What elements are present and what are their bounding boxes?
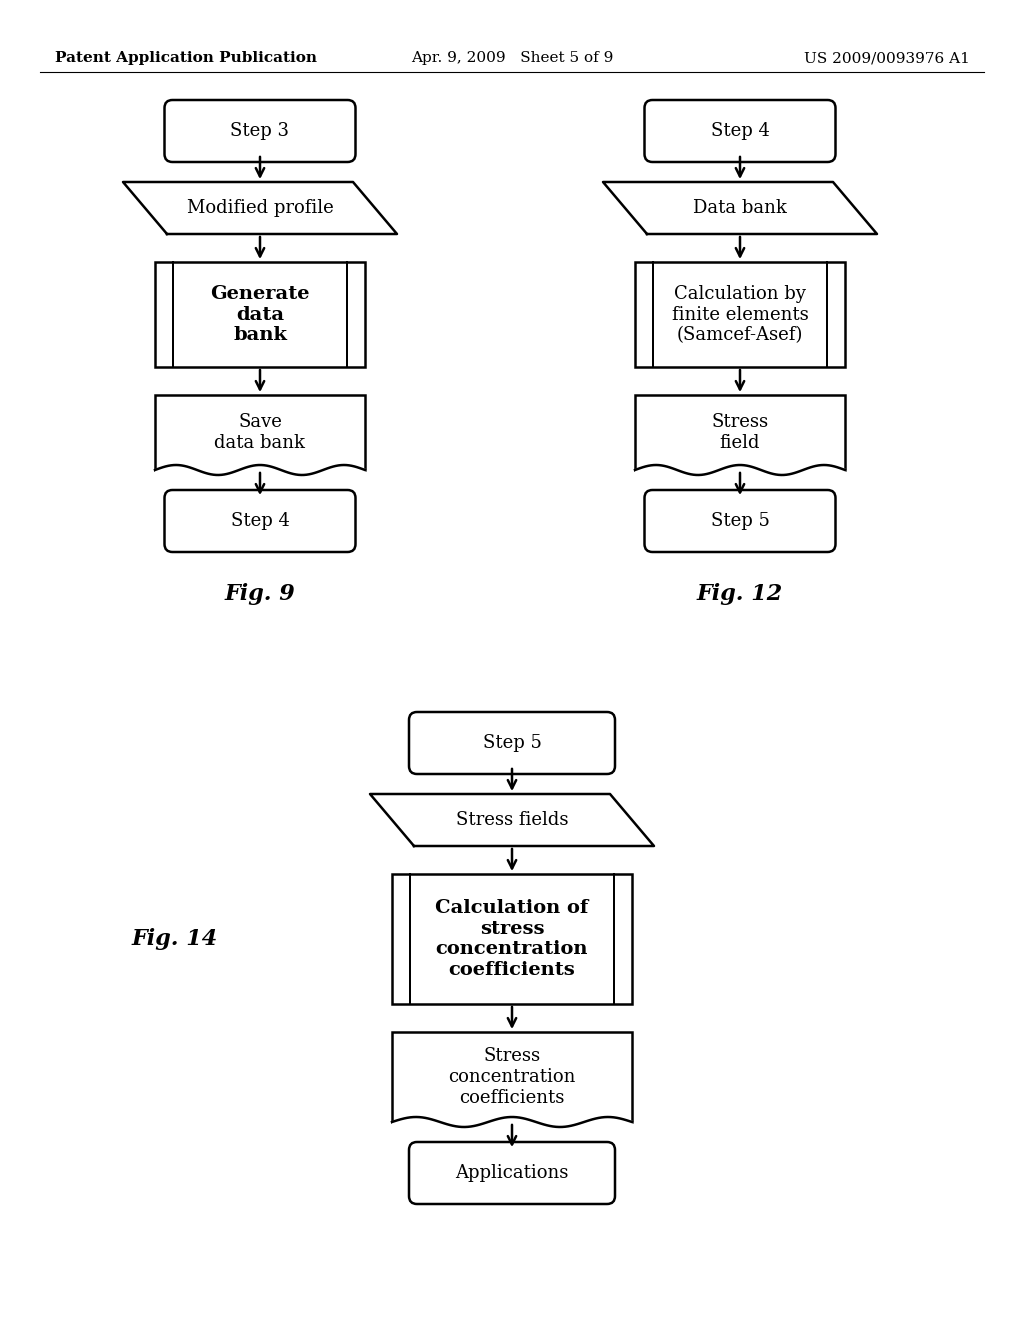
Bar xyxy=(392,1032,632,1122)
Bar xyxy=(155,261,365,367)
Text: Calculation of
stress
concentration
coefficients: Calculation of stress concentration coef… xyxy=(435,899,589,979)
Text: Step 4: Step 4 xyxy=(711,121,769,140)
Text: Fig. 12: Fig. 12 xyxy=(697,583,783,605)
Polygon shape xyxy=(370,795,654,846)
Text: Generate
data
bank: Generate data bank xyxy=(210,285,309,345)
Text: Save
data bank: Save data bank xyxy=(214,413,305,451)
Bar xyxy=(635,261,845,367)
FancyBboxPatch shape xyxy=(165,100,355,162)
Text: Stress
concentration
coefficients: Stress concentration coefficients xyxy=(449,1047,575,1106)
Text: US 2009/0093976 A1: US 2009/0093976 A1 xyxy=(804,51,970,65)
Text: Fig. 9: Fig. 9 xyxy=(224,583,295,605)
Bar xyxy=(635,395,845,470)
Text: Modified profile: Modified profile xyxy=(186,199,334,216)
FancyBboxPatch shape xyxy=(165,490,355,552)
FancyBboxPatch shape xyxy=(409,1142,615,1204)
Text: Calculation by
finite elements
(Samcef-Asef): Calculation by finite elements (Samcef-A… xyxy=(672,285,808,345)
FancyBboxPatch shape xyxy=(644,100,836,162)
FancyBboxPatch shape xyxy=(409,711,615,774)
Text: Step 3: Step 3 xyxy=(230,121,290,140)
Text: Step 5: Step 5 xyxy=(711,512,769,531)
Text: Fig. 14: Fig. 14 xyxy=(132,928,218,950)
Text: Data bank: Data bank xyxy=(693,199,786,216)
Text: Stress
field: Stress field xyxy=(712,413,769,451)
Text: Stress fields: Stress fields xyxy=(456,810,568,829)
FancyBboxPatch shape xyxy=(644,490,836,552)
Bar xyxy=(392,874,632,1005)
Text: Patent Application Publication: Patent Application Publication xyxy=(55,51,317,65)
Text: Step 5: Step 5 xyxy=(482,734,542,752)
Text: Step 4: Step 4 xyxy=(230,512,290,531)
Bar xyxy=(155,395,365,470)
Text: Applications: Applications xyxy=(456,1164,568,1181)
Polygon shape xyxy=(603,182,877,234)
Text: Apr. 9, 2009   Sheet 5 of 9: Apr. 9, 2009 Sheet 5 of 9 xyxy=(411,51,613,65)
Polygon shape xyxy=(123,182,397,234)
